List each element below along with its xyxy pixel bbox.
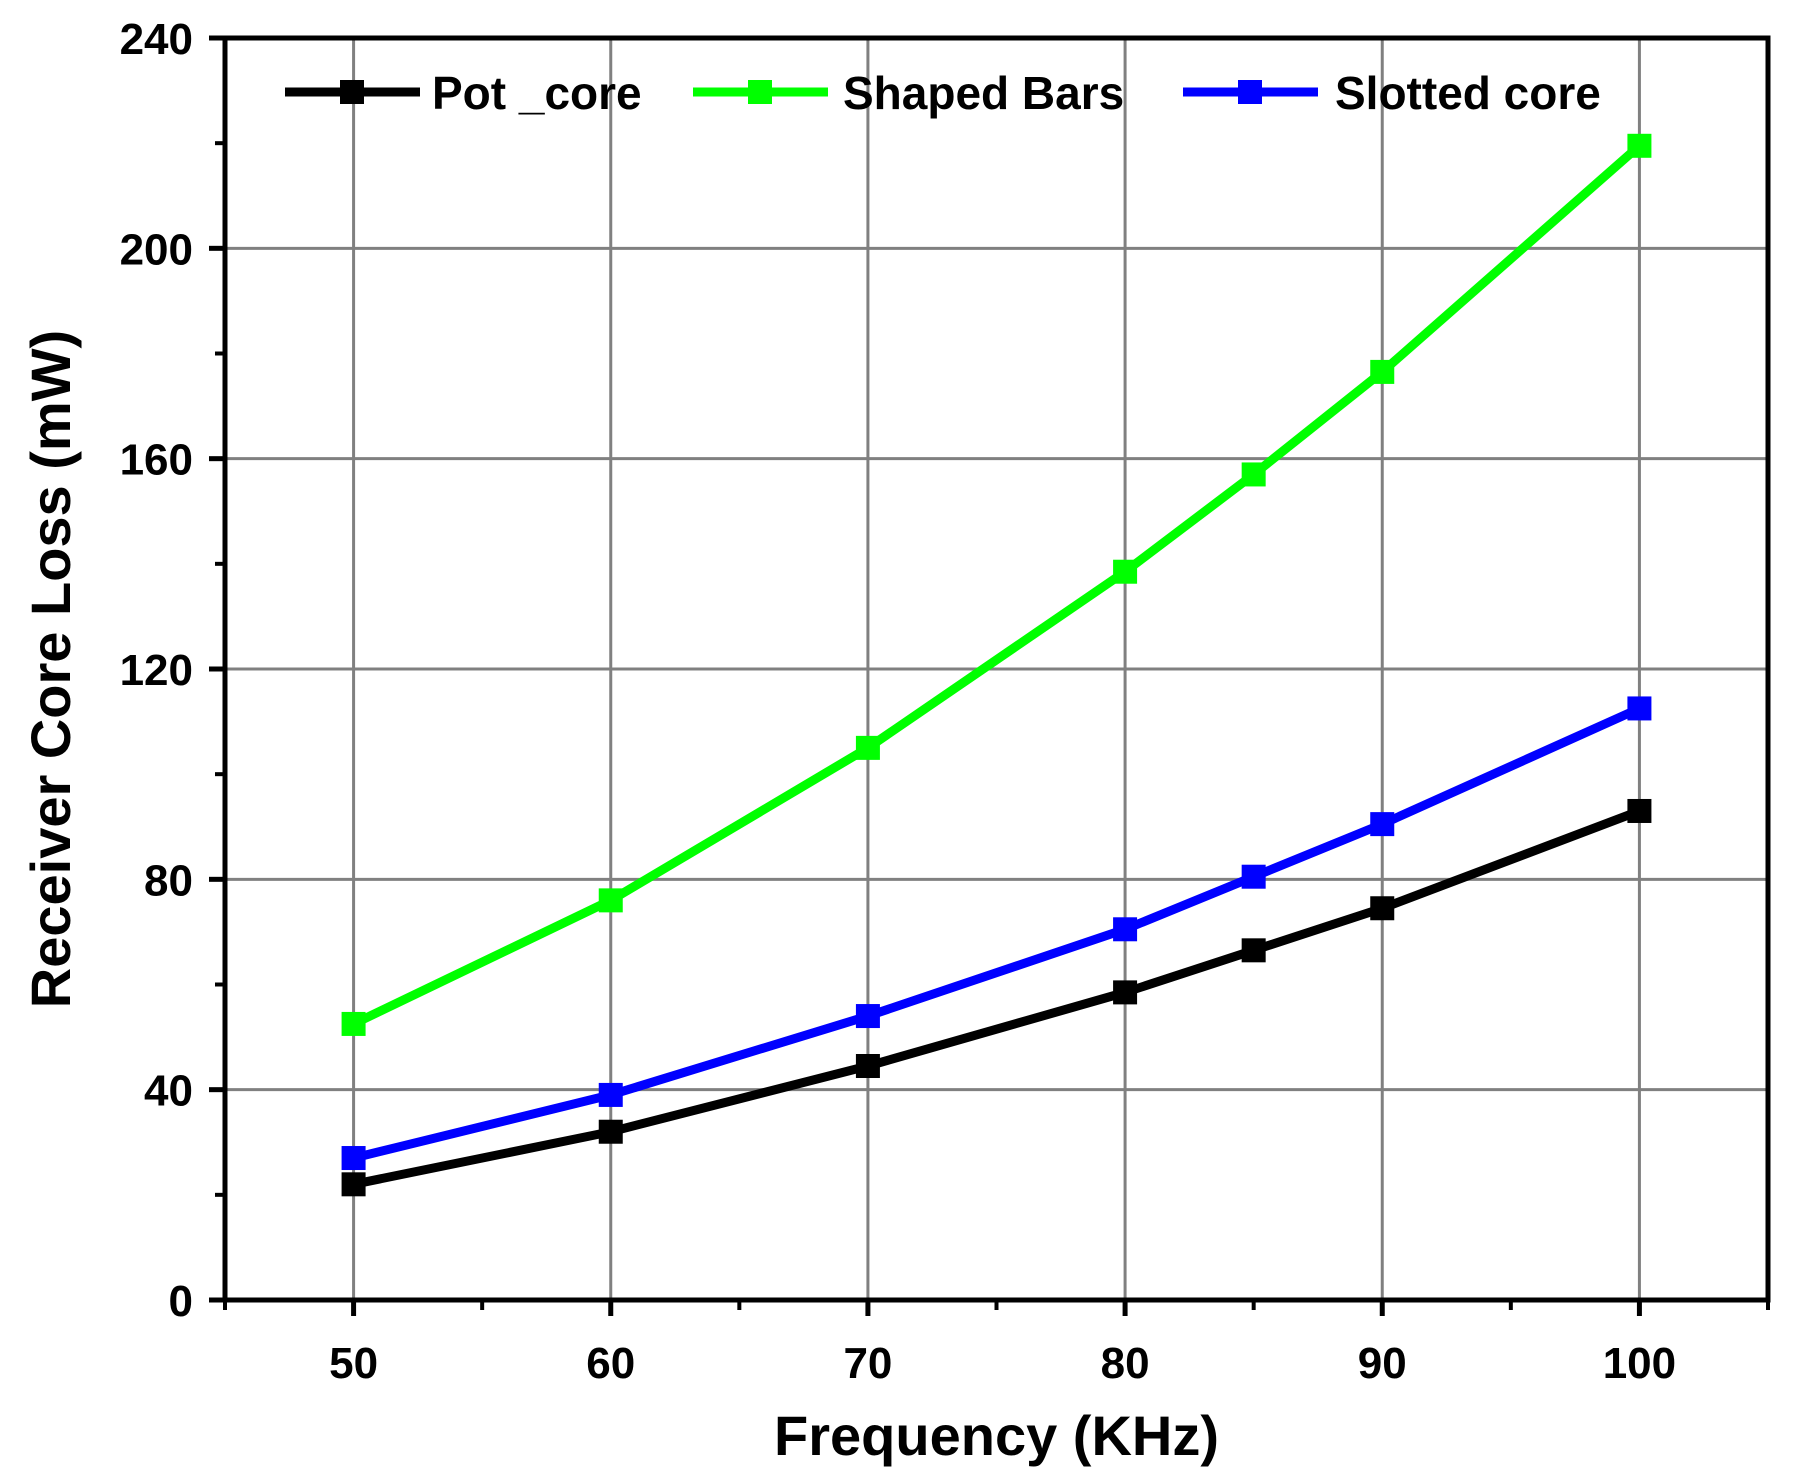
series-line xyxy=(352,806,1642,1189)
legend-marker xyxy=(748,80,772,104)
legend: Pot _core Shaped Bars Slotted core xyxy=(285,67,1601,119)
x-tick-label: 100 xyxy=(1603,1339,1676,1388)
legend-item: Pot _core xyxy=(285,67,642,119)
y-tick-label: 80 xyxy=(144,856,193,905)
legend-marker xyxy=(340,80,364,104)
data-point-marker xyxy=(1370,359,1395,384)
x-tick-label: 50 xyxy=(329,1339,378,1388)
data-point-marker xyxy=(1370,812,1395,837)
data-point-marker xyxy=(1627,798,1652,823)
data-point-marker xyxy=(1627,696,1652,721)
data-point-marker xyxy=(1113,559,1138,584)
axis-ticks: 50 60 70 80 90 100 0 40 80 120 160 200 240 xyxy=(120,15,1770,1388)
y-tick-label: 240 xyxy=(120,15,193,64)
y-tick-label: 200 xyxy=(120,225,193,274)
y-tick-label: 160 xyxy=(120,436,193,485)
legend-label: Shaped Bars xyxy=(843,67,1124,119)
legend-marker xyxy=(1238,80,1262,104)
data-point-marker xyxy=(855,735,880,760)
data-point-marker xyxy=(598,1119,623,1144)
series-layer xyxy=(341,133,1652,1197)
data-point-marker xyxy=(855,1004,880,1029)
x-tick-label: 60 xyxy=(586,1339,635,1388)
x-axis-title: Frequency (KHz) xyxy=(774,1404,1219,1467)
data-point-marker xyxy=(1370,896,1395,921)
legend-item: Shaped Bars xyxy=(693,67,1124,119)
data-point-marker xyxy=(855,1054,880,1079)
legend-item: Slotted core xyxy=(1183,67,1601,119)
y-axis-title: Receiver Core Loss (mW) xyxy=(19,330,82,1008)
legend-label: Slotted core xyxy=(1335,67,1601,119)
y-tick-label: 0 xyxy=(169,1277,193,1326)
data-point-marker xyxy=(341,1011,366,1036)
y-tick-label: 120 xyxy=(120,646,193,695)
grid-lines xyxy=(225,36,1768,1302)
x-tick-label: 70 xyxy=(843,1339,892,1388)
data-point-marker xyxy=(1113,980,1138,1005)
legend-label: Pot _core xyxy=(432,67,642,119)
series-line xyxy=(351,142,1643,1028)
data-point-marker xyxy=(1241,938,1266,963)
data-point-marker xyxy=(341,1172,366,1197)
x-tick-label: 80 xyxy=(1101,1339,1150,1388)
data-point-marker xyxy=(598,888,623,913)
data-point-marker xyxy=(1241,864,1266,889)
data-point-marker xyxy=(1627,133,1652,158)
data-point-marker xyxy=(598,1082,623,1107)
data-point-marker xyxy=(1241,462,1266,487)
series-shaped-bars xyxy=(341,133,1652,1036)
data-point-marker xyxy=(1113,917,1138,942)
data-point-marker xyxy=(341,1146,366,1171)
x-tick-label: 90 xyxy=(1358,1339,1407,1388)
series-slotted-core xyxy=(341,696,1652,1171)
y-tick-label: 40 xyxy=(144,1067,193,1116)
series-pot-core xyxy=(341,798,1652,1197)
